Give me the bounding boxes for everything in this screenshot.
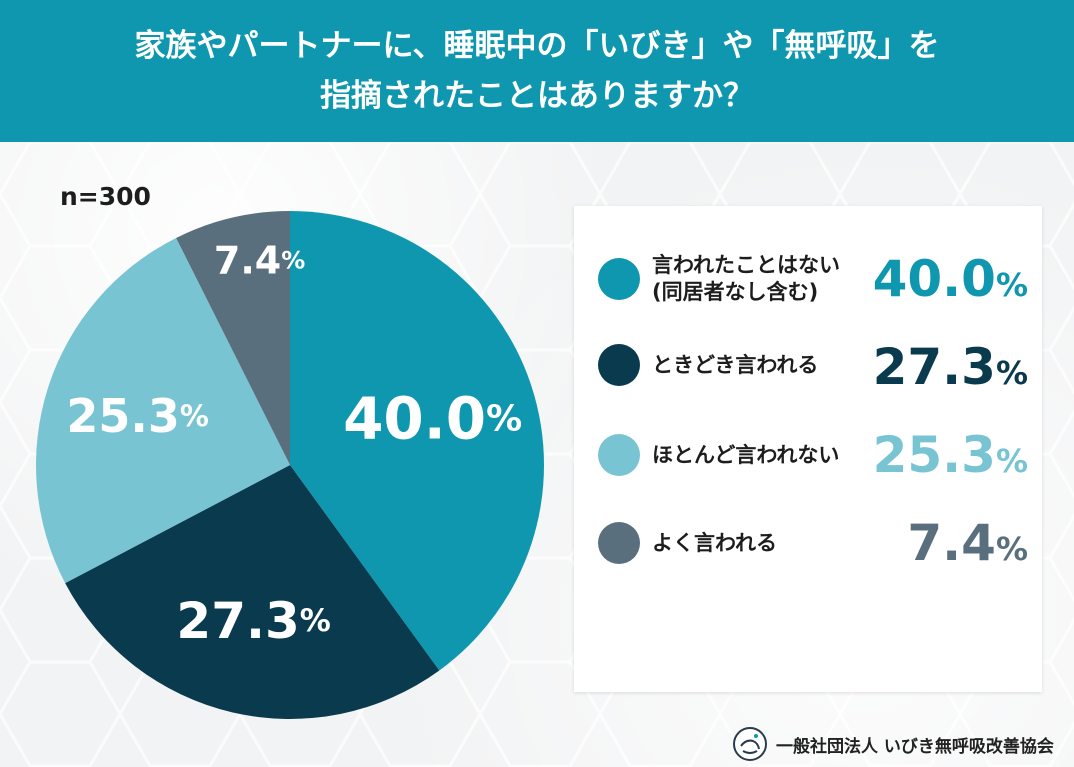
legend: 言われたことはない (同居者なし含む) 40.0% ときどき言われる 27.3%… [574,206,1042,692]
sleeping-face-icon [733,727,767,761]
pie-chart: 40.0% 27.3% 25.3% 7.4% [35,211,544,719]
footer: 一般社団法人 いびき無呼吸改善協会 [732,726,1054,762]
legend-item-often: よく言われる 7.4% [574,500,1042,590]
pie-slice-often [176,211,290,465]
pie-slice-rarely [35,237,291,584]
pie-slice-sometimes [65,465,440,719]
sample-size: n=300 [60,182,151,211]
legend-value-often: 7.4% [907,514,1028,572]
legend-value-never: 40.0% [872,250,1028,308]
legend-item-never: 言われたことはない (同居者なし含む) 40.0% [574,234,1042,324]
organization-name: 一般社団法人 いびき無呼吸改善協会 [776,736,1054,757]
pie-label-sometimes: 27.3% [176,592,330,650]
page-title: 家族やパートナーに、睡眠中の「いびき」や「無呼吸」を 指摘されたことはありますか… [0,0,1074,142]
legend-swatch-often [598,522,640,564]
legend-label-never: 言われたことはない (同居者なし含む) [652,253,840,304]
pie-label-rarely: 25.3% [66,389,209,443]
legend-label-rarely: ほとんど言われない [652,443,840,467]
pie-slice-never [290,211,544,671]
legend-value-sometimes: 27.3% [872,338,1028,396]
legend-swatch-sometimes [598,344,640,386]
pie-label-never: 40.0% [343,385,522,453]
legend-label-sometimes: ときどき言われる [652,353,819,377]
legend-swatch-never [598,258,640,300]
pie-label-often: 7.4% [214,239,305,283]
title-line-1: 家族やパートナーに、睡眠中の「いびき」や「無呼吸」を [134,28,940,64]
legend-item-rarely: ほとんど言われない 25.3% [574,412,1042,502]
legend-swatch-rarely [598,434,640,476]
title-line-2: 指摘されたことはありますか？ [320,78,754,114]
legend-item-sometimes: ときどき言われる 27.3% [574,324,1042,414]
legend-value-rarely: 25.3% [872,426,1028,484]
legend-label-often: よく言われる [652,531,777,555]
